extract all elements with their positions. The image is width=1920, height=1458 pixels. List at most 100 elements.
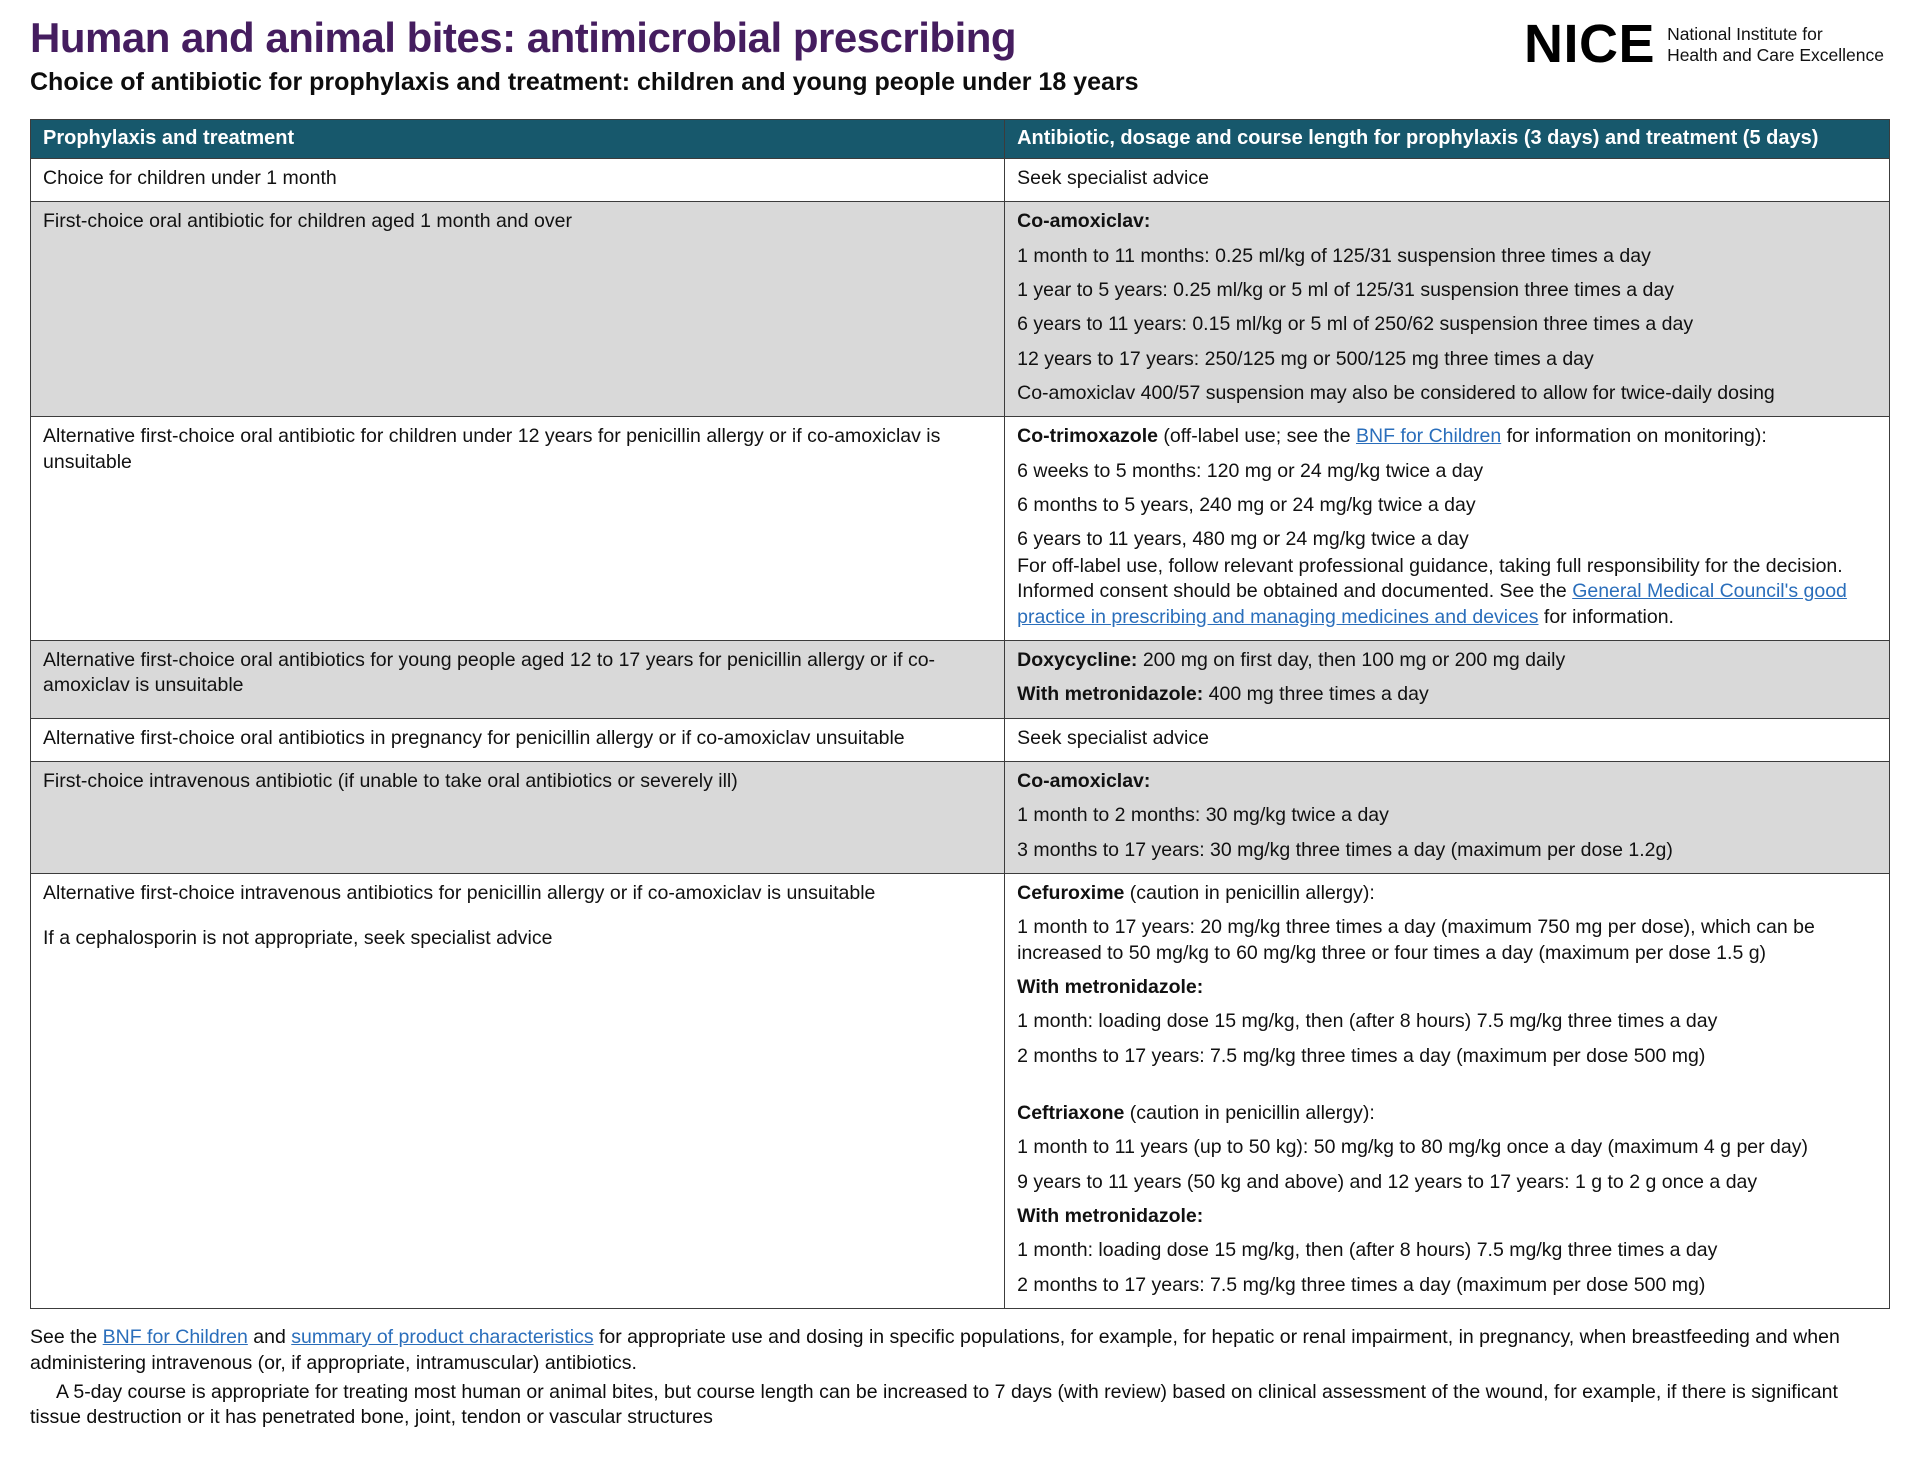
dosage-line: Co-amoxiclav:	[1017, 209, 1877, 234]
row-detail-cell: Co-amoxiclav: 1 month to 11 months: 0.25 …	[1004, 201, 1890, 418]
dosage-line: 1 month to 11 years (up to 50 kg): 50 mg…	[1017, 1135, 1877, 1160]
dosage-line: 1 month to 2 months: 30 mg/kg twice a da…	[1017, 803, 1877, 828]
dosage-line: With metronidazole: 400 mg three times a…	[1017, 682, 1877, 707]
text-run: 12 years to 17 years: 250/125 mg or 500/…	[1017, 347, 1594, 370]
row-detail-cell: Co-amoxiclav: 1 month to 2 months: 30 mg/…	[1004, 760, 1890, 874]
dosage-line: 1 year to 5 years: 0.25 ml/kg or 5 ml of…	[1017, 278, 1877, 303]
page-title: Human and animal bites: antimicrobial pr…	[30, 14, 1017, 61]
text-run: for information.	[1538, 605, 1674, 628]
gmc-good-practice-link[interactable]: General Medical Council's good practice …	[1017, 580, 1847, 628]
text-run: Co-trimoxazole	[1017, 425, 1158, 448]
text-run: 6 years to 11 years, 480 mg or 24 mg/kg …	[1017, 528, 1469, 551]
row-label-cell: Alternative first-choice oral antibiotic…	[29, 639, 1006, 719]
table-row: Alternative first-choice oral antibiotic…	[29, 639, 1890, 719]
spacer	[1017, 1078, 1877, 1100]
text-run: 1 month: loading dose 15 mg/kg, then (af…	[1017, 1010, 1718, 1033]
nice-tagline-line1: National Institute for	[1667, 24, 1823, 44]
bnf-for-children-link[interactable]: BNF for Children	[1355, 425, 1502, 448]
text-run: Co-amoxiclav 400/57 suspension may also …	[1017, 382, 1775, 405]
text-run: Doxycycline:	[1017, 648, 1138, 671]
title-block: Human and animal bites: antimicrobial pr…	[30, 14, 1139, 97]
text-run: Co-amoxiclav:	[1017, 210, 1151, 233]
footer-bnf-for-children-link[interactable]: BNF for Children	[102, 1326, 248, 1349]
text-run: 1 month: loading dose 15 mg/kg, then (af…	[1017, 1239, 1718, 1262]
text-run: With metronidazole:	[1017, 683, 1204, 706]
text-run: 2 months to 17 years: 7.5 mg/kg three ti…	[1017, 1044, 1706, 1067]
text-run: (caution in penicillin allergy):	[1124, 1101, 1375, 1124]
dosage-line: For off-label use, follow relevant profe…	[1017, 554, 1877, 630]
row-label-text: Choice for children under 1 month	[43, 167, 337, 190]
dosage-line: 1 month: loading dose 15 mg/kg, then (af…	[1017, 1238, 1877, 1263]
dosage-line: 3 months to 17 years: 30 mg/kg three tim…	[1017, 838, 1877, 863]
row-label-text: First-choice intravenous antibiotic (if …	[43, 769, 738, 792]
dosage-line: 2 months to 17 years: 7.5 mg/kg three ti…	[1017, 1044, 1877, 1069]
nice-logo: NICE National Institute for Health and C…	[1524, 14, 1890, 74]
row-label-cell: First-choice oral antibiotic for childre…	[29, 201, 1006, 418]
text-run: 6 years to 11 years: 0.15 ml/kg or 5 ml …	[1017, 313, 1694, 336]
row-label-cell: Alternative first-choice oral antibiotic…	[29, 717, 1006, 762]
text-run: 2 months to 17 years: 7.5 mg/kg three ti…	[1017, 1273, 1706, 1296]
row-detail-cell: Co-trimoxazole (off-label use; see the B…	[1004, 416, 1890, 641]
text-run: With metronidazole:	[1017, 1205, 1204, 1227]
dosage-line: Co-amoxiclav 400/57 suspension may also …	[1017, 381, 1877, 406]
antibiotic-table: Prophylaxis and treatment Antibiotic, do…	[29, 119, 1890, 1310]
text-run: 400 mg three times a day	[1203, 683, 1429, 706]
row-label-text: Alternative first-choice oral antibiotic…	[43, 726, 905, 749]
footer-spc-link[interactable]: summary of product characteristics	[291, 1326, 594, 1349]
row-label-cell: Alternative first-choice intravenous ant…	[29, 872, 1006, 1310]
footer-note: A 5-day course is appropriate for treati…	[30, 1380, 1890, 1431]
dosage-line: 6 months to 5 years, 240 mg or 24 mg/kg …	[1017, 493, 1877, 518]
nice-wordmark: NICE	[1524, 14, 1656, 74]
dosage-line: Seek specialist advice	[1017, 166, 1877, 191]
table-row: First-choice intravenous antibiotic (if …	[29, 760, 1890, 874]
column-header-prophylaxis: Prophylaxis and treatment	[29, 119, 1006, 160]
text-run: Cefuroxime	[1017, 881, 1125, 904]
dosage-line: 1 month: loading dose 15 mg/kg, then (af…	[1017, 1009, 1877, 1034]
dosage-line: 2 months to 17 years: 7.5 mg/kg three ti…	[1017, 1273, 1877, 1298]
text-run: 3 months to 17 years: 30 mg/kg three tim…	[1017, 838, 1673, 861]
dosage-line: 12 years to 17 years: 250/125 mg or 500/…	[1017, 347, 1877, 372]
text-run: 6 months to 5 years, 240 mg or 24 mg/kg …	[1017, 494, 1476, 517]
footer-note: See the BNF for Children and summary of …	[30, 1325, 1890, 1376]
nice-tagline-line2: Health and Care Excellence	[1667, 44, 1884, 65]
row-label-cell: Alternative first-choice oral antibiotic…	[29, 416, 1006, 641]
text-run: With metronidazole:	[1017, 975, 1204, 998]
dosage-line: 6 years to 11 years: 0.15 ml/kg or 5 ml …	[1017, 312, 1877, 337]
text-run: (off-label use; see the	[1157, 425, 1356, 448]
text-run: A 5-day course is appropriate for treati…	[30, 1380, 1838, 1429]
text-run: 6 weeks to 5 months: 120 mg or 24 mg/kg …	[1017, 459, 1484, 482]
text-run: 1 month to 17 years: 20 mg/kg three time…	[1017, 916, 1815, 964]
dosage-line: 6 weeks to 5 months: 120 mg or 24 mg/kg …	[1017, 459, 1877, 484]
text-run: for information on monitoring):	[1501, 425, 1767, 448]
row-label-text: Alternative first-choice intravenous ant…	[43, 881, 876, 904]
text-run: 1 month to 2 months: 30 mg/kg twice a da…	[1017, 804, 1389, 827]
text-run: See the	[30, 1326, 103, 1349]
text-run: 9 years to 11 years (50 kg and above) an…	[1017, 1170, 1758, 1193]
table-row: Alternative first-choice intravenous ant…	[29, 872, 1890, 1310]
text-run: Seek specialist advice	[1017, 167, 1209, 190]
text-run: 1 month to 11 years (up to 50 kg): 50 mg…	[1017, 1136, 1808, 1159]
nice-tagline: National Institute for Health and Care E…	[1667, 22, 1884, 65]
row-label-text: Alternative first-choice oral antibiotic…	[43, 425, 941, 473]
page-header: Human and animal bites: antimicrobial pr…	[30, 14, 1890, 97]
text-run: 1 year to 5 years: 0.25 ml/kg or 5 ml of…	[1017, 279, 1674, 302]
table-header-row: Prophylaxis and treatment Antibiotic, do…	[29, 119, 1890, 160]
column-header-antibiotic: Antibiotic, dosage and course length for…	[1004, 119, 1890, 160]
text-run: 1 month to 11 months: 0.25 ml/kg of 125/…	[1017, 244, 1651, 267]
row-label-text: If a cephalosporin is not appropriate, s…	[43, 927, 553, 950]
text-run: Ceftriaxone	[1017, 1101, 1125, 1124]
dosage-line: Seek specialist advice	[1017, 726, 1877, 751]
dosage-line: Doxycycline: 200 mg on first day, then 1…	[1017, 648, 1877, 673]
table-row: First-choice oral antibiotic for childre…	[29, 201, 1890, 418]
text-run: 200 mg on first day, then 100 mg or 200 …	[1137, 648, 1566, 671]
table-row: Choice for children under 1 month Seek sp…	[29, 158, 1890, 203]
dosage-line: 6 years to 11 years, 480 mg or 24 mg/kg …	[1017, 527, 1877, 552]
dosage-line: Co-trimoxazole (off-label use; see the B…	[1017, 424, 1877, 449]
dosage-line: 9 years to 11 years (50 kg and above) an…	[1017, 1170, 1877, 1195]
row-detail-cell: Cefuroxime (caution in penicillin allerg…	[1004, 872, 1890, 1310]
dosage-line: Ceftriaxone (caution in penicillin aller…	[1017, 1101, 1877, 1126]
dosage-line: Co-amoxiclav:	[1017, 769, 1877, 794]
dosage-line: Cefuroxime (caution in penicillin allerg…	[1017, 881, 1877, 906]
dosage-line: With metronidazole:	[1017, 975, 1877, 1000]
